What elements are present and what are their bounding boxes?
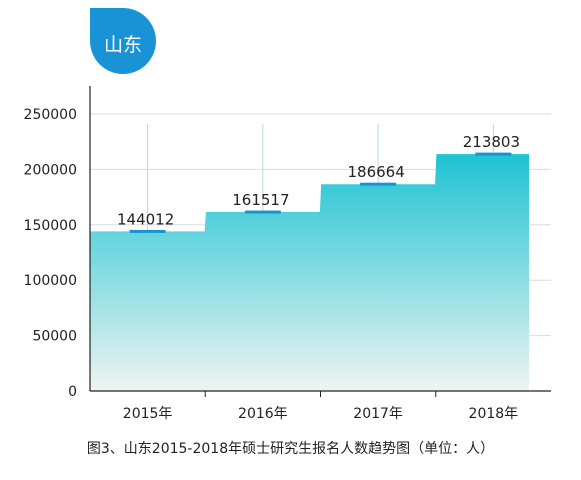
axes: 250000 200000 150000 100000 50000 0 2015年 2016年…: [24, 86, 551, 422]
y-tick-label: 0: [68, 384, 77, 400]
y-tick-label: 50000: [32, 329, 77, 345]
x-tick-label: 2015年: [123, 406, 173, 422]
data-label: 213803: [463, 133, 520, 151]
data-label: 161517: [232, 191, 289, 209]
value-marker: [244, 210, 281, 214]
y-tick-label: 250000: [24, 107, 77, 123]
data-label: 144012: [117, 210, 174, 228]
value-marker: [360, 182, 397, 186]
x-tick-label: 2017年: [353, 406, 403, 422]
data-label: 186664: [347, 163, 404, 181]
value-marker: [475, 152, 512, 156]
chart-caption: 图3、山东2015-2018年硕士研究生报名人数趋势图（单位：人）: [86, 441, 495, 457]
y-tick-label: 100000: [24, 273, 77, 289]
data-labels: 144012 161517 186664 213803: [117, 133, 520, 233]
value-marker: [129, 229, 166, 233]
region-label: 山东: [103, 34, 142, 56]
region-badge: 山东: [90, 8, 156, 74]
area-fill: [90, 154, 529, 391]
area-series: [90, 154, 529, 391]
y-tick-label: 200000: [24, 162, 77, 178]
x-tick-label: 2016年: [238, 406, 288, 422]
x-tick-label: 2018年: [469, 406, 519, 422]
y-tick-label: 150000: [24, 218, 77, 234]
